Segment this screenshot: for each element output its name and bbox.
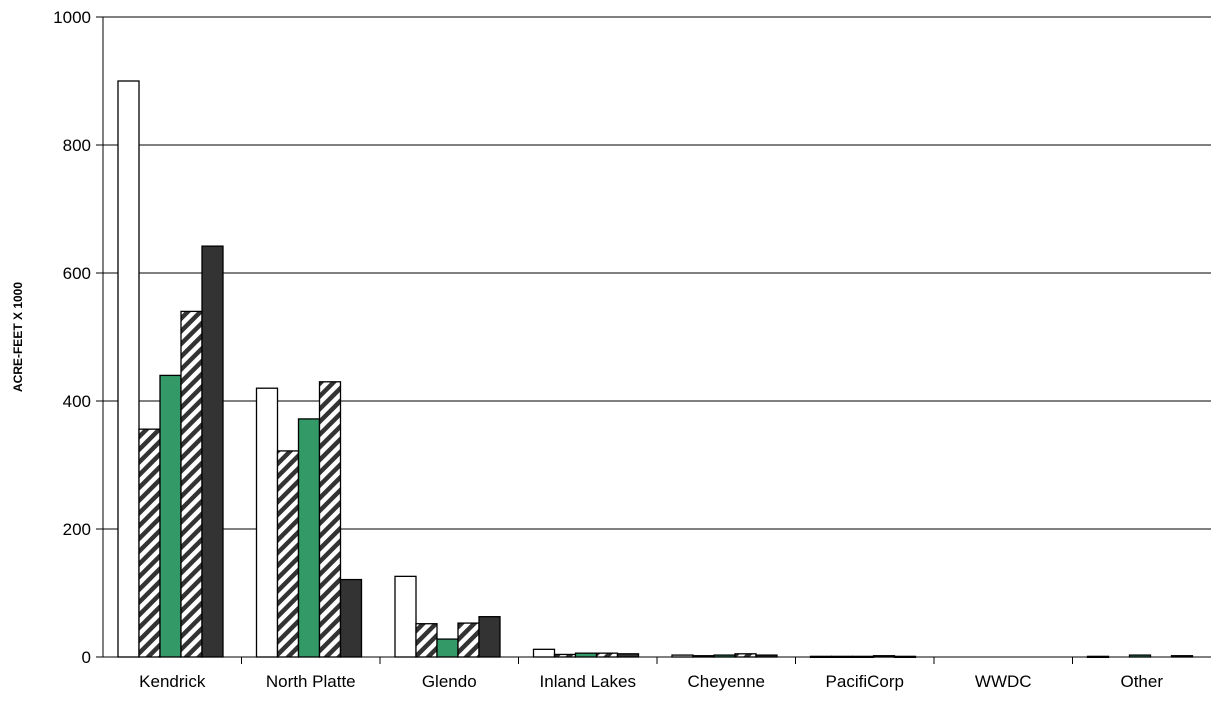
bars [117, 80, 1194, 659]
bar-glendo-s1 [394, 575, 417, 658]
bar-north-platte-s2 [276, 450, 300, 658]
bar-kendrick-s4 [180, 310, 203, 658]
y-tick-label: 0 [82, 648, 91, 667]
x-tick-label: WWDC [975, 672, 1032, 691]
x-tick-label: Kendrick [139, 672, 206, 691]
bar-inland-lakes-s1 [532, 648, 556, 658]
bar-north-platte-s1 [255, 387, 279, 658]
x-tick-labels: Kendrick North Platte Glendo Inland Lakes Ch… [139, 672, 1163, 691]
bar-north-platte-s5 [339, 578, 363, 658]
y-tick-label: 600 [63, 264, 91, 283]
x-tick-label: Other [1120, 672, 1163, 691]
bar-inland-lakes-s4 [595, 652, 619, 658]
bar-north-platte-s4 [318, 381, 342, 658]
x-tick-label: Cheyenne [687, 672, 765, 691]
y-tick-label: 400 [63, 392, 91, 411]
bar-glendo-s5 [478, 616, 501, 658]
bar-inland-lakes-s3 [574, 652, 598, 658]
bar-kendrick-s3 [159, 374, 182, 658]
y-tick-label: 200 [63, 520, 91, 539]
x-tick-label: PacifiCorp [826, 672, 904, 691]
y-axis-label: ACRE-FEET X 1000 [11, 282, 25, 392]
bar-north-platte-s3 [297, 418, 321, 658]
gridlines [103, 16, 1211, 530]
x-tick-label: North Platte [266, 672, 356, 691]
bar-glendo-s4 [457, 622, 480, 658]
axes [96, 16, 1211, 664]
x-tick-label: Inland Lakes [540, 672, 636, 691]
bar-kendrick-s5 [201, 245, 224, 658]
y-tick-label: 800 [63, 136, 91, 155]
x-tick-label: Glendo [422, 672, 477, 691]
bar-kendrick-s1 [117, 80, 140, 658]
bar-glendo-s2 [415, 623, 438, 658]
y-tick-label: 1000 [53, 8, 91, 27]
bar-kendrick-s2 [138, 428, 161, 658]
y-tick-labels: 0 200 400 600 800 1000 [53, 8, 91, 667]
bar-glendo-s3 [436, 638, 459, 658]
